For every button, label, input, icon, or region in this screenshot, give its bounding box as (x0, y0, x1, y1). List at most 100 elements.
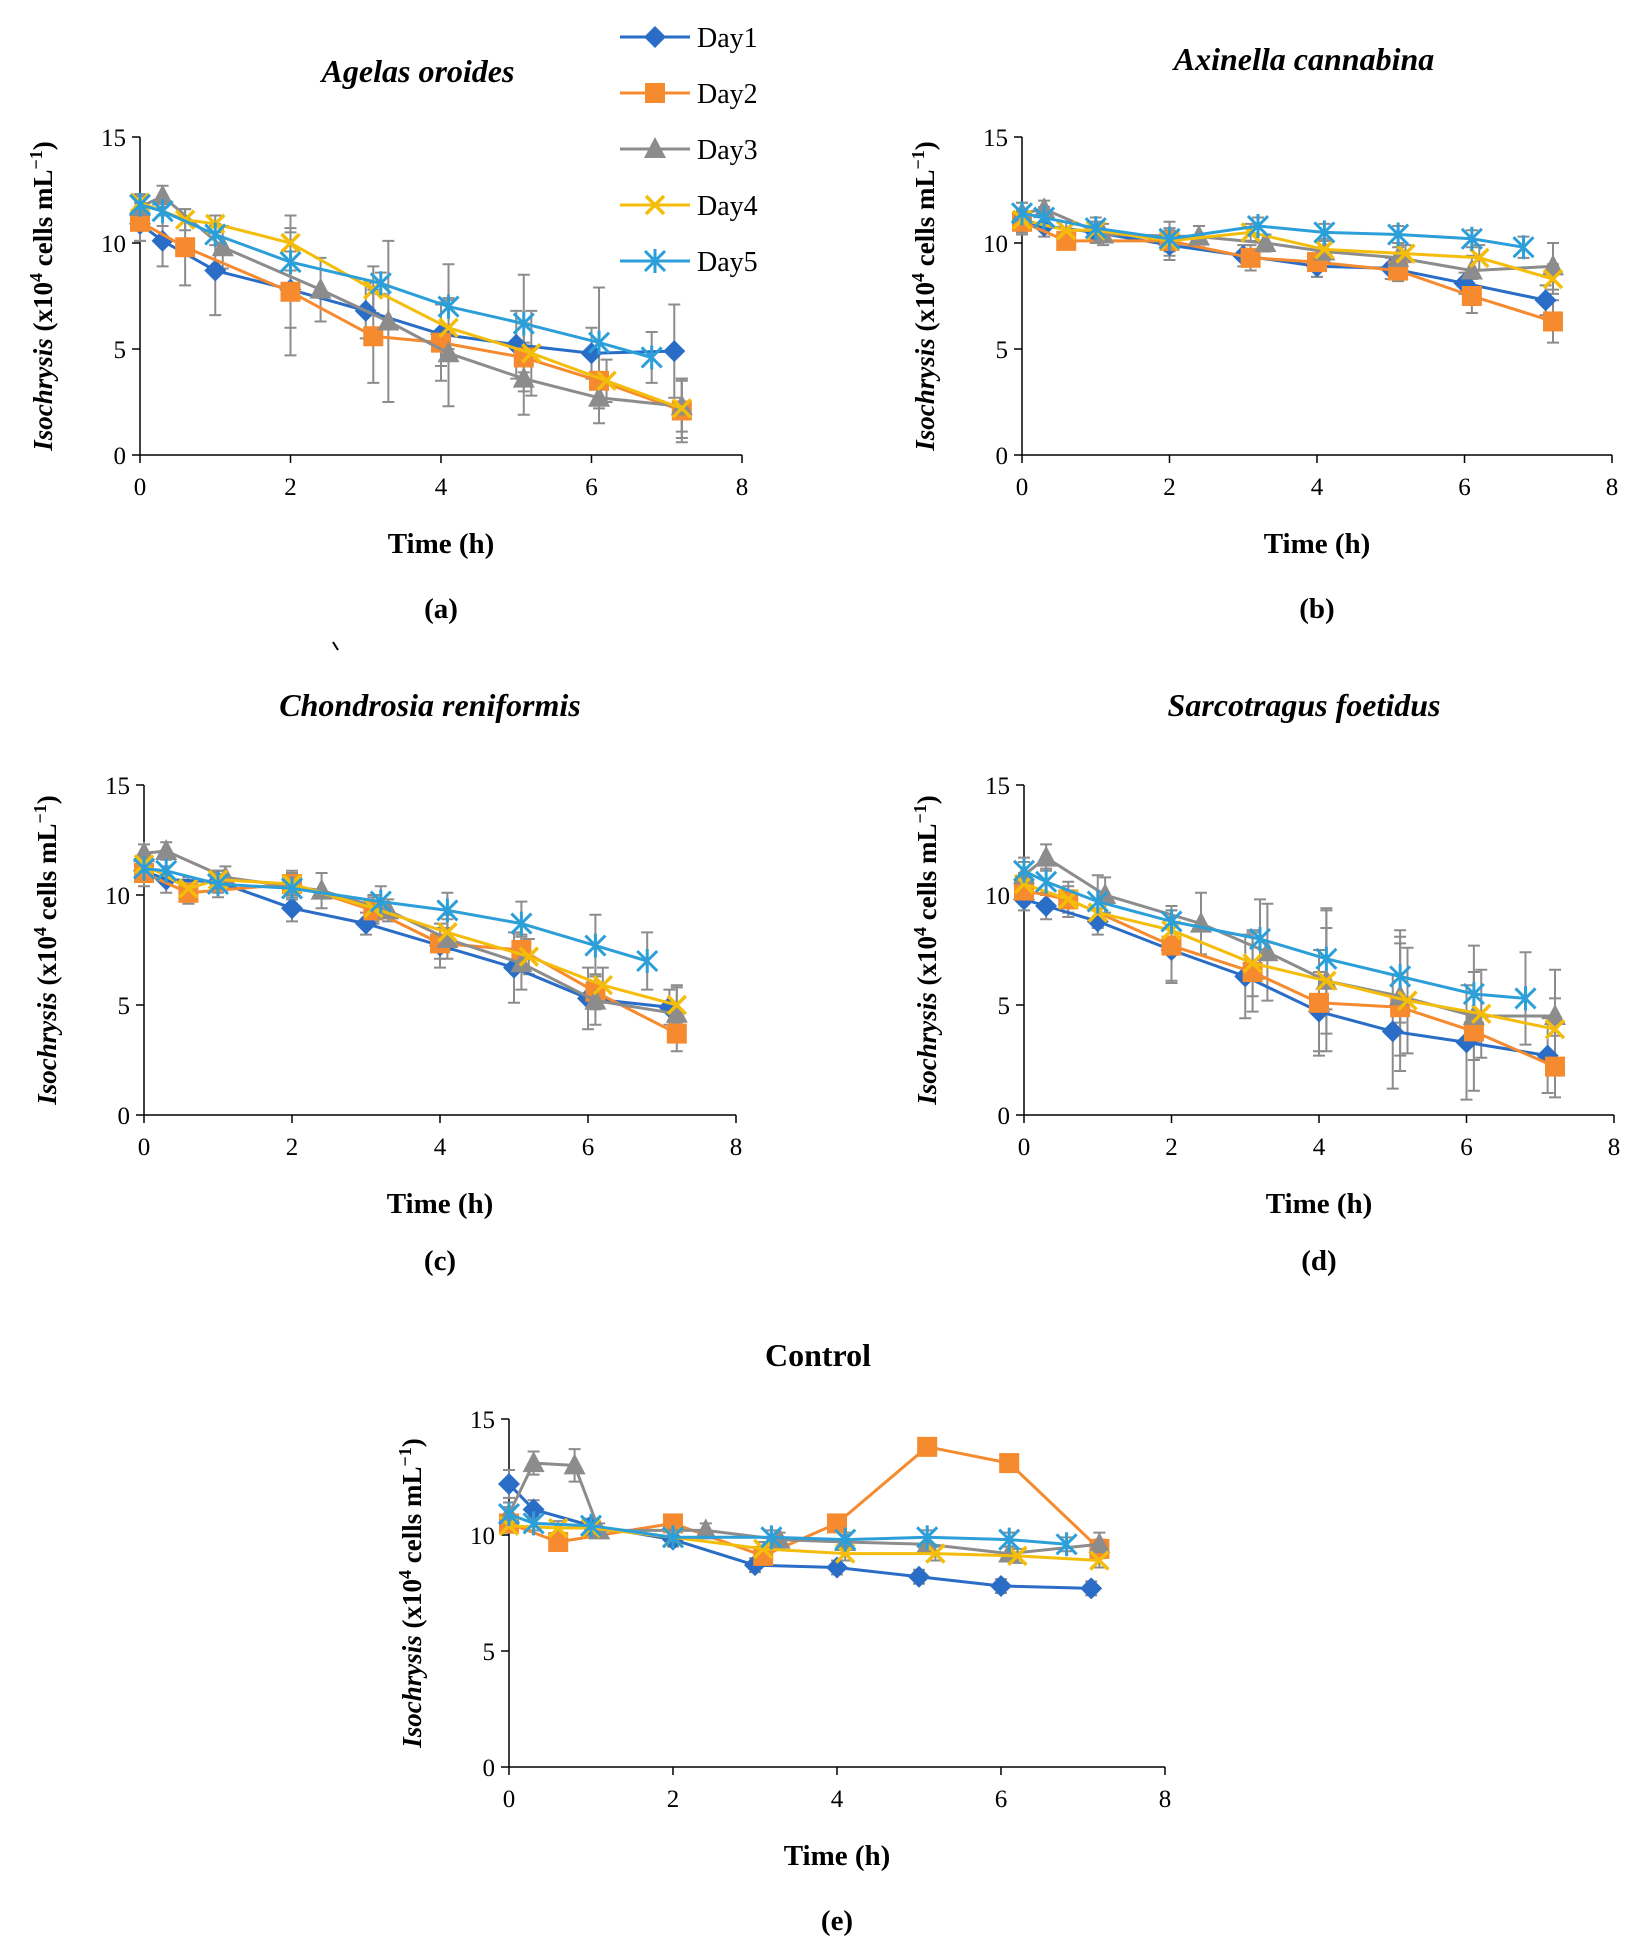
data-point (663, 340, 686, 363)
data-point (1012, 858, 1036, 883)
legend-item-day3: Day3 (620, 135, 758, 166)
data-point (1463, 1021, 1484, 1042)
y-tick-label: 5 (998, 993, 1011, 1020)
x-tick-label: 4 (1313, 1134, 1326, 1161)
y-tick-label: 10 (985, 883, 1010, 910)
data-point (151, 229, 174, 252)
data-point (437, 294, 460, 319)
data-point (1240, 247, 1261, 268)
data-point (671, 398, 693, 419)
data-point (1544, 1004, 1566, 1025)
x-tick-label: 0 (1018, 1134, 1031, 1161)
x-tick-label: 8 (730, 1134, 743, 1161)
x-tick-label: 8 (1608, 1134, 1621, 1161)
legend-marker-square (645, 83, 665, 103)
data-point (1387, 245, 1410, 267)
x-tick-label: 2 (667, 1786, 680, 1813)
data-point (1086, 889, 1109, 914)
data-point (369, 889, 392, 914)
data-point (204, 259, 227, 282)
data-point (999, 1453, 1020, 1474)
data-point (151, 184, 174, 206)
data-point (1381, 1020, 1404, 1043)
chart-title: Axinella cannabina (1172, 41, 1435, 77)
data-point (834, 1527, 857, 1552)
legend-item-day1: Day1 (620, 23, 758, 54)
x-tick-label: 8 (1606, 474, 1619, 501)
data-point (281, 897, 303, 920)
data-point (155, 839, 178, 860)
data-point (666, 994, 688, 1016)
data-point (1469, 247, 1490, 269)
series-day5 (1012, 858, 1537, 1011)
data-point (436, 898, 459, 923)
data-point (175, 237, 196, 258)
chart-title: Control (765, 1337, 871, 1373)
data-point (1512, 235, 1535, 260)
y-tick-label: 0 (114, 443, 127, 470)
y-axis-label: Isochrysis (x104 cells mL−1) (26, 141, 58, 452)
chart-title: Sarcotragus foetidus (1168, 687, 1441, 723)
data-point (518, 946, 540, 967)
x-tick-label: 4 (831, 1786, 844, 1813)
data-point (666, 1023, 687, 1044)
legend-item-day5: Day5 (620, 247, 758, 278)
data-point (1460, 258, 1483, 280)
data-point (1397, 990, 1418, 1011)
series-line (139, 201, 683, 410)
x-tick-label: 8 (1159, 1786, 1172, 1813)
legend-item-day2: Day2 (620, 79, 758, 110)
data-point (665, 1001, 688, 1023)
chart-panel-c: Chondrosia reniformis 0 5 10 15 0 2 4 6 8 Time (h)… (30, 687, 742, 1277)
data-point (1471, 1003, 1492, 1025)
x-tick-label: 6 (995, 1786, 1008, 1813)
y-tick-label: 5 (114, 337, 127, 364)
data-point (592, 974, 614, 996)
x-tick-label: 2 (1165, 1134, 1178, 1161)
data-point (925, 1543, 946, 1564)
data-point (1543, 311, 1563, 332)
data-point (377, 309, 400, 331)
data-point (279, 250, 302, 275)
x-axis-label: Time (h) (1266, 1188, 1373, 1220)
data-point (753, 1545, 774, 1566)
x-tick-label: 6 (582, 1134, 595, 1161)
data-point (512, 311, 535, 336)
data-point (694, 1518, 717, 1540)
data-point (128, 192, 152, 217)
x-tick-label: 0 (138, 1134, 151, 1161)
data-point (760, 1525, 783, 1550)
data-point (204, 222, 227, 247)
data-point (1035, 845, 1058, 867)
data-point (1462, 1004, 1485, 1025)
series-day5 (128, 192, 663, 370)
y-tick-label: 0 (483, 1755, 496, 1782)
data-point (990, 1575, 1012, 1598)
chart-title: Chondrosia reniformis (279, 687, 580, 723)
data-point (1534, 289, 1557, 312)
data-point (587, 330, 611, 355)
legend-marker-triangle (644, 137, 666, 158)
data-point (206, 872, 230, 896)
data-point (178, 878, 199, 899)
data-point (661, 1525, 685, 1550)
data-point (280, 232, 301, 254)
data-point (1254, 231, 1277, 252)
data-point (826, 1556, 848, 1579)
x-tick-label: 2 (1163, 474, 1176, 501)
stray-mark (332, 641, 339, 651)
legend-label: Day4 (697, 191, 758, 222)
data-point (1080, 1577, 1103, 1600)
data-point (752, 1538, 774, 1560)
series-day5 (1010, 201, 1535, 260)
series-line (139, 220, 683, 412)
x-tick-label: 8 (736, 474, 749, 501)
data-point (280, 876, 304, 901)
data-point (998, 1527, 1021, 1552)
x-axis-label: Time (h) (388, 528, 495, 560)
data-point (280, 281, 301, 302)
data-point (640, 345, 663, 370)
y-tick-label: 15 (985, 773, 1010, 800)
x-tick-label: 4 (434, 1134, 447, 1161)
